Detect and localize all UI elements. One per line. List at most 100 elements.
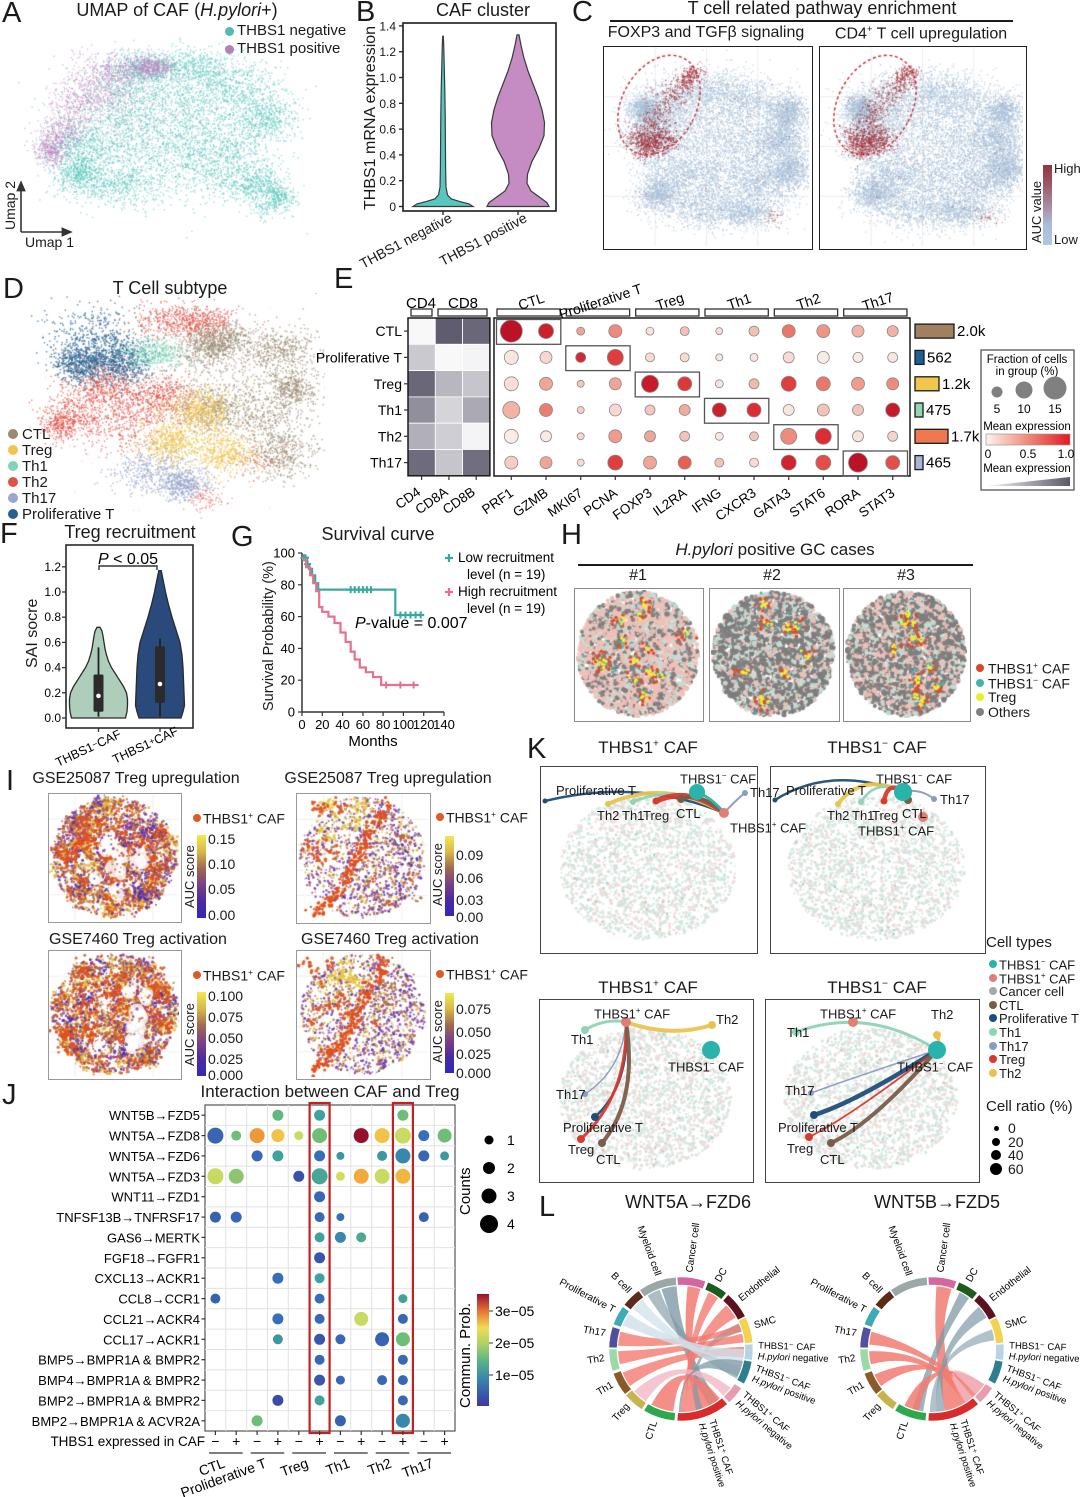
svg-text:Treg: Treg bbox=[374, 376, 402, 392]
svg-text:CTL: CTL bbox=[376, 323, 403, 339]
svg-text:120: 120 bbox=[413, 717, 435, 732]
svg-text:CTL: CTL bbox=[516, 289, 546, 312]
svg-text:Th1: Th1 bbox=[725, 290, 753, 313]
svg-text:Proliferative T: Proliferative T bbox=[316, 349, 403, 365]
svg-text:Th2: Th2 bbox=[838, 1353, 857, 1367]
svg-text:1e−05: 1e−05 bbox=[495, 1367, 535, 1383]
svg-text:Th2: Th2 bbox=[378, 428, 402, 444]
svg-text:FGF18→FGFR1: FGF18→FGFR1 bbox=[104, 1251, 200, 1266]
svg-text:80: 80 bbox=[376, 717, 390, 732]
svg-text:THBS1 expressed in CAF: THBS1 expressed in CAF bbox=[50, 1434, 205, 1449]
svg-text:40: 40 bbox=[335, 717, 349, 732]
svg-text:+: + bbox=[441, 1433, 449, 1449]
svg-text:0.6: 0.6 bbox=[44, 635, 61, 649]
svg-text:WNT5B→FZD5: WNT5B→FZD5 bbox=[109, 1108, 200, 1123]
svg-text:B cell: B cell bbox=[608, 1270, 633, 1295]
svg-text:H.pylori negative: H.pylori negative bbox=[758, 1351, 829, 1364]
svg-text:CD8: CD8 bbox=[448, 295, 478, 312]
svg-text:+: + bbox=[399, 1433, 407, 1449]
svg-text:High recruitment: High recruitment bbox=[458, 584, 557, 599]
svg-text:DC: DC bbox=[964, 1266, 981, 1284]
svg-text:SMC: SMC bbox=[753, 1315, 777, 1332]
svg-text:40: 40 bbox=[281, 641, 295, 656]
svg-text:100: 100 bbox=[273, 546, 295, 561]
svg-text:Commun. Prob.: Commun. Prob. bbox=[457, 1303, 474, 1408]
svg-text:BMP2→BMPR1A & BMPR2: BMP2→BMPR1A & BMPR2 bbox=[38, 1393, 200, 1408]
svg-text:2e−05: 2e−05 bbox=[495, 1335, 535, 1351]
svg-text:Th1: Th1 bbox=[324, 1455, 352, 1478]
svg-text:−: − bbox=[378, 1433, 386, 1449]
svg-text:0.0: 0.0 bbox=[44, 711, 61, 725]
svg-text:100: 100 bbox=[393, 717, 415, 732]
svg-text:0: 0 bbox=[985, 447, 992, 461]
svg-text:Th1: Th1 bbox=[378, 402, 402, 418]
svg-text:THBS1⁻ CAF: THBS1⁻ CAF bbox=[758, 1340, 816, 1353]
svg-text:1.0: 1.0 bbox=[1058, 447, 1075, 461]
svg-text:level (n = 19): level (n = 19) bbox=[467, 567, 545, 582]
svg-text:Myeloid cell: Myeloid cell bbox=[886, 1225, 914, 1278]
svg-text:3e−05: 3e−05 bbox=[495, 1303, 535, 1319]
svg-text:0.8: 0.8 bbox=[44, 610, 61, 624]
svg-text:Th2: Th2 bbox=[587, 1353, 606, 1367]
svg-text:0.8: 0.8 bbox=[379, 97, 396, 111]
svg-text:0.2: 0.2 bbox=[379, 174, 396, 188]
svg-text:DC: DC bbox=[713, 1266, 730, 1284]
svg-text:0.5: 0.5 bbox=[1020, 447, 1037, 461]
svg-text:Endothelial: Endothelial bbox=[737, 1265, 783, 1304]
svg-text:CCL21→ACKR4: CCL21→ACKR4 bbox=[103, 1312, 200, 1327]
svg-text:1.0: 1.0 bbox=[379, 71, 396, 85]
svg-text:+: + bbox=[357, 1433, 365, 1449]
svg-text:BMP2→BMPR1A & ACVR2A: BMP2→BMPR1A & ACVR2A bbox=[32, 1414, 201, 1429]
svg-text:GAS6→MERTK: GAS6→MERTK bbox=[107, 1230, 200, 1245]
svg-text:1.0: 1.0 bbox=[44, 585, 61, 599]
svg-text:Th1: Th1 bbox=[846, 1380, 867, 1398]
svg-text:475: 475 bbox=[926, 402, 951, 419]
svg-text:0.6: 0.6 bbox=[379, 123, 396, 137]
svg-text:WNT11→FZD1: WNT11→FZD1 bbox=[111, 1190, 200, 1205]
svg-text:0: 0 bbox=[389, 200, 396, 214]
svg-text:60: 60 bbox=[356, 717, 370, 732]
svg-text:H.pylori negative: H.pylori negative bbox=[1009, 1351, 1080, 1364]
svg-text:80: 80 bbox=[281, 577, 295, 592]
svg-text:1.4: 1.4 bbox=[379, 19, 396, 33]
svg-text:BMP5→BMPR1A & BMPR2: BMP5→BMPR1A & BMPR2 bbox=[38, 1353, 200, 1368]
svg-text:level (n = 19): level (n = 19) bbox=[467, 601, 545, 616]
svg-text:P-value = 0.007: P-value = 0.007 bbox=[355, 615, 468, 632]
svg-text:1.7k: 1.7k bbox=[951, 428, 980, 445]
svg-text:20: 20 bbox=[315, 717, 329, 732]
svg-text:Months: Months bbox=[348, 733, 397, 750]
svg-text:4: 4 bbox=[507, 1216, 515, 1232]
svg-text:−: − bbox=[295, 1433, 303, 1449]
svg-text:Proliferative T: Proliferative T bbox=[808, 1277, 867, 1316]
svg-text:Th17: Th17 bbox=[370, 455, 402, 471]
svg-text:−: − bbox=[420, 1433, 428, 1449]
svg-text:Th2: Th2 bbox=[795, 290, 823, 313]
svg-text:10: 10 bbox=[1017, 402, 1031, 416]
svg-text:CCL8→CCR1: CCL8→CCR1 bbox=[118, 1292, 200, 1307]
svg-text:3: 3 bbox=[507, 1188, 515, 1204]
svg-text:Th1: Th1 bbox=[595, 1380, 616, 1398]
svg-text:60: 60 bbox=[281, 609, 295, 624]
svg-text:B cell: B cell bbox=[859, 1270, 884, 1295]
svg-text:2.0k: 2.0k bbox=[957, 323, 986, 340]
svg-text:Proliferative T: Proliferative T bbox=[557, 1277, 616, 1316]
svg-text:CCL17→ACKR1: CCL17→ACKR1 bbox=[103, 1332, 200, 1347]
svg-text:140: 140 bbox=[433, 717, 455, 732]
svg-text:0.4: 0.4 bbox=[44, 661, 61, 675]
svg-text:Myeloid cell: Myeloid cell bbox=[635, 1225, 663, 1278]
svg-text:Cancer cell: Cancer cell bbox=[935, 1222, 953, 1273]
svg-text:SMC: SMC bbox=[1004, 1315, 1028, 1332]
svg-text:Low recruitment: Low recruitment bbox=[458, 550, 554, 565]
svg-text:0.2: 0.2 bbox=[44, 686, 61, 700]
svg-text:0.4: 0.4 bbox=[379, 148, 396, 162]
svg-text:20: 20 bbox=[281, 673, 295, 688]
svg-text:0: 0 bbox=[288, 705, 295, 720]
svg-text:+: + bbox=[316, 1433, 324, 1449]
svg-text:Treg: Treg bbox=[611, 1401, 633, 1423]
svg-text:WNT5A→FZD3: WNT5A→FZD3 bbox=[109, 1169, 200, 1184]
svg-text:Endothelial: Endothelial bbox=[988, 1265, 1034, 1304]
svg-text:1: 1 bbox=[507, 1132, 515, 1148]
svg-text:1.2k: 1.2k bbox=[942, 376, 971, 393]
svg-text:−: − bbox=[253, 1433, 261, 1449]
svg-text:Cancer cell: Cancer cell bbox=[684, 1222, 702, 1273]
